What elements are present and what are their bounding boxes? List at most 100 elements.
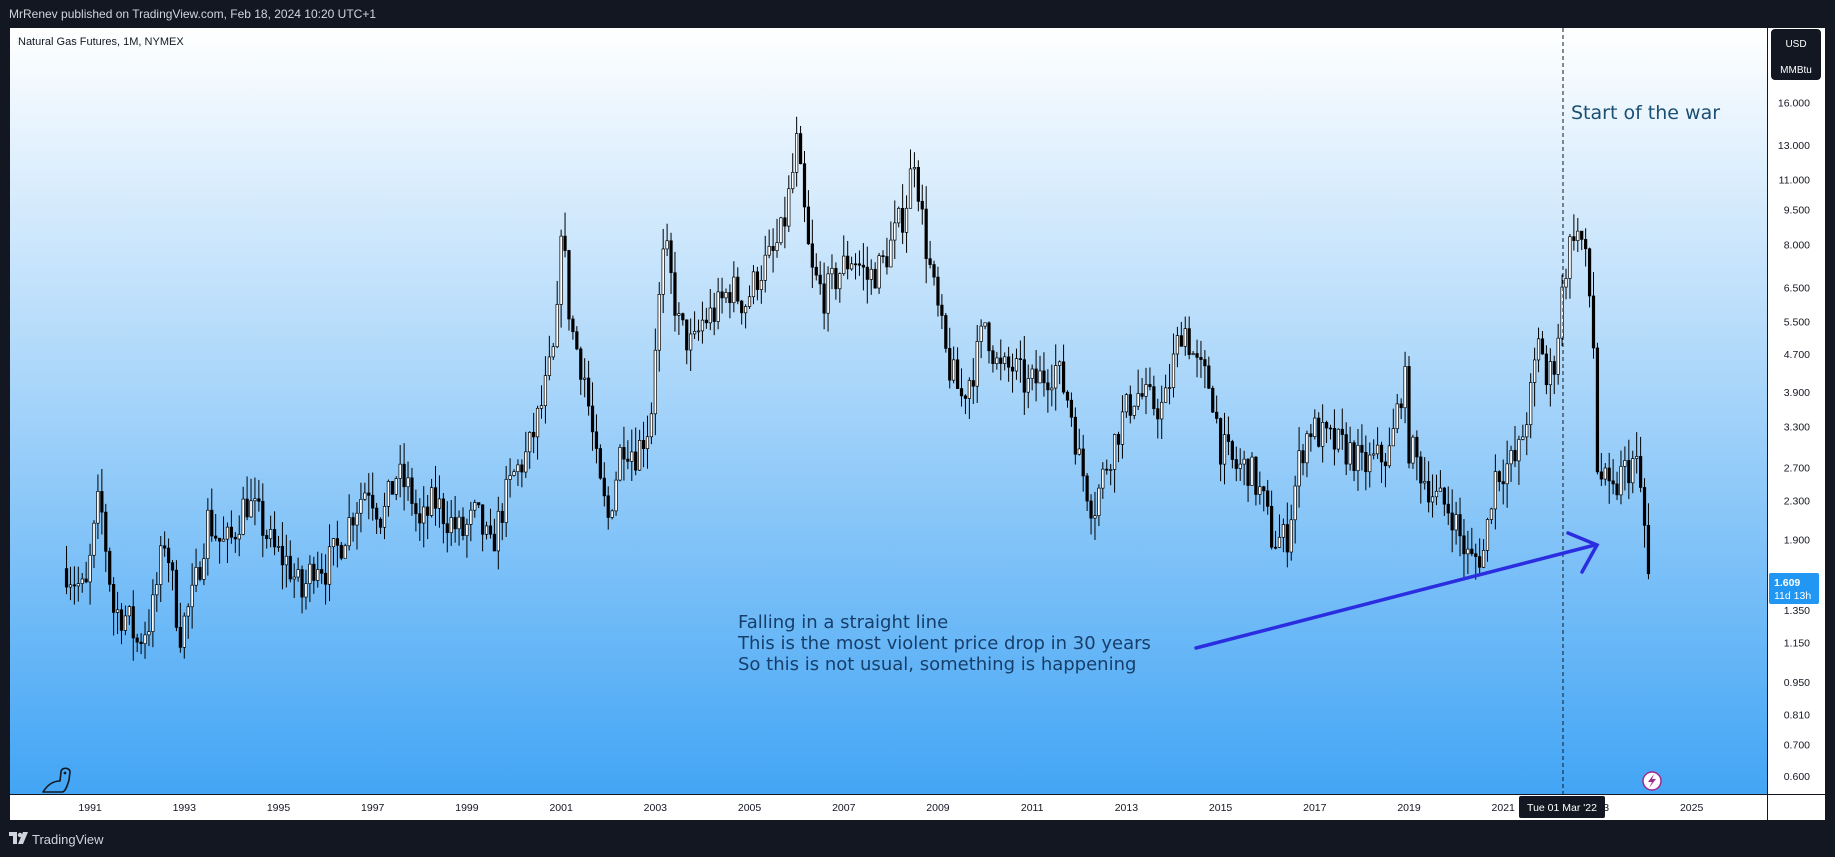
candle-body [908,168,913,209]
y-tick-label: 13.000 [1778,140,1810,152]
candle-body [1218,418,1223,465]
candle-body [496,510,500,552]
candle-body [1097,487,1101,517]
candle-body [1116,434,1121,445]
candle-body [586,377,591,407]
candle-body [771,245,775,251]
candle-body [861,264,865,268]
candle-body [622,446,626,460]
candle-body [465,523,469,536]
candle-body [528,431,532,453]
candle-body [983,322,987,327]
candle-body [1277,536,1282,548]
candle-body [1584,239,1588,250]
candle-body [123,615,128,631]
candle-body [618,446,622,481]
candle-body [1536,338,1541,361]
y-tick-label: 9.500 [1784,204,1810,216]
candle-body [1262,486,1266,492]
candle-body [1156,408,1160,420]
candle-body [241,498,245,535]
candle-body [1599,471,1603,480]
candle-body [1258,486,1262,495]
candle-body [500,510,504,523]
candle-body [571,318,575,333]
candle-body [885,256,889,268]
x-tick-label: 2015 [1209,802,1233,814]
candle-body [1317,417,1321,447]
candle-body [1065,391,1070,401]
candle-body [1226,434,1231,442]
candle-body [166,547,171,564]
candle-body [810,243,814,268]
candle-body [426,506,430,516]
candle-body [1434,490,1439,498]
candle-body [944,315,948,349]
candle-body [1587,248,1592,297]
candle-body [218,537,222,542]
candle-body [1607,467,1611,482]
candle-body [1411,436,1415,464]
candle-body [814,266,818,276]
candle-body [1489,508,1494,520]
candle-body [1576,230,1580,241]
candle-body [1391,428,1395,447]
candle-body [1403,366,1407,409]
x-tick-label: 1993 [173,802,197,814]
candle-body [1348,442,1352,465]
x-tick-label: 2009 [926,802,950,814]
candle-body [1544,353,1548,386]
candle-body [1093,515,1097,519]
candle-body [198,567,202,580]
candle-body [104,511,108,552]
candle-body [394,478,398,495]
chart-title: Natural Gas Futures, 1M, NYMEX [18,36,184,48]
replay-lightning-icon[interactable] [1642,771,1662,791]
candle-body [131,606,135,639]
drop-note-line-2: This is the most violent price drop in 3… [737,633,1151,654]
candle-body [147,631,151,636]
time-axis-ticks: 1991 1993 1995 1997 1999 2001 2003 2005 2007 2009… [78,802,1703,814]
y-tick-label: 0.950 [1784,677,1810,689]
candle-body [692,330,697,335]
candle-body [437,498,442,509]
candle-body [1313,417,1317,437]
candle-body [1085,475,1089,502]
candle-body [1430,496,1435,503]
candle-body [728,292,732,304]
candle-body [331,538,336,548]
candle-body [1211,387,1215,413]
candle-body [1289,519,1293,553]
candle-body [1187,328,1191,355]
candle-body [1089,500,1093,519]
candle-body [378,518,383,528]
y-tick-label: 16.000 [1778,97,1810,109]
candle-body [1199,357,1203,360]
candle-body [1054,365,1058,389]
candle-body [1364,451,1368,473]
candle-body [1195,353,1199,358]
dino-icon[interactable] [42,767,71,793]
candle-body [1368,454,1372,473]
candle-body [1415,436,1419,458]
candle-body [265,535,269,540]
arrow-annotation [1194,531,1600,650]
y-tick-label: 1.150 [1784,638,1810,650]
candle-body [520,464,524,473]
candle-body [598,448,602,479]
candle-body [1238,463,1242,469]
candle-body [681,313,685,321]
candle-body [1007,356,1011,368]
candle-body [865,266,869,280]
candle-body [669,240,673,274]
candle-body [159,545,163,585]
candle-body [1627,460,1631,484]
candle-body [269,529,273,540]
candle-body [1533,359,1537,383]
candle-body [1061,361,1066,393]
candle-body [418,513,422,524]
drop-note-line-3: So this is not usual, something is happe… [738,654,1136,675]
x-tick-label: 2025 [1680,802,1704,814]
candle-body [869,268,873,280]
candle-body [1336,428,1340,450]
